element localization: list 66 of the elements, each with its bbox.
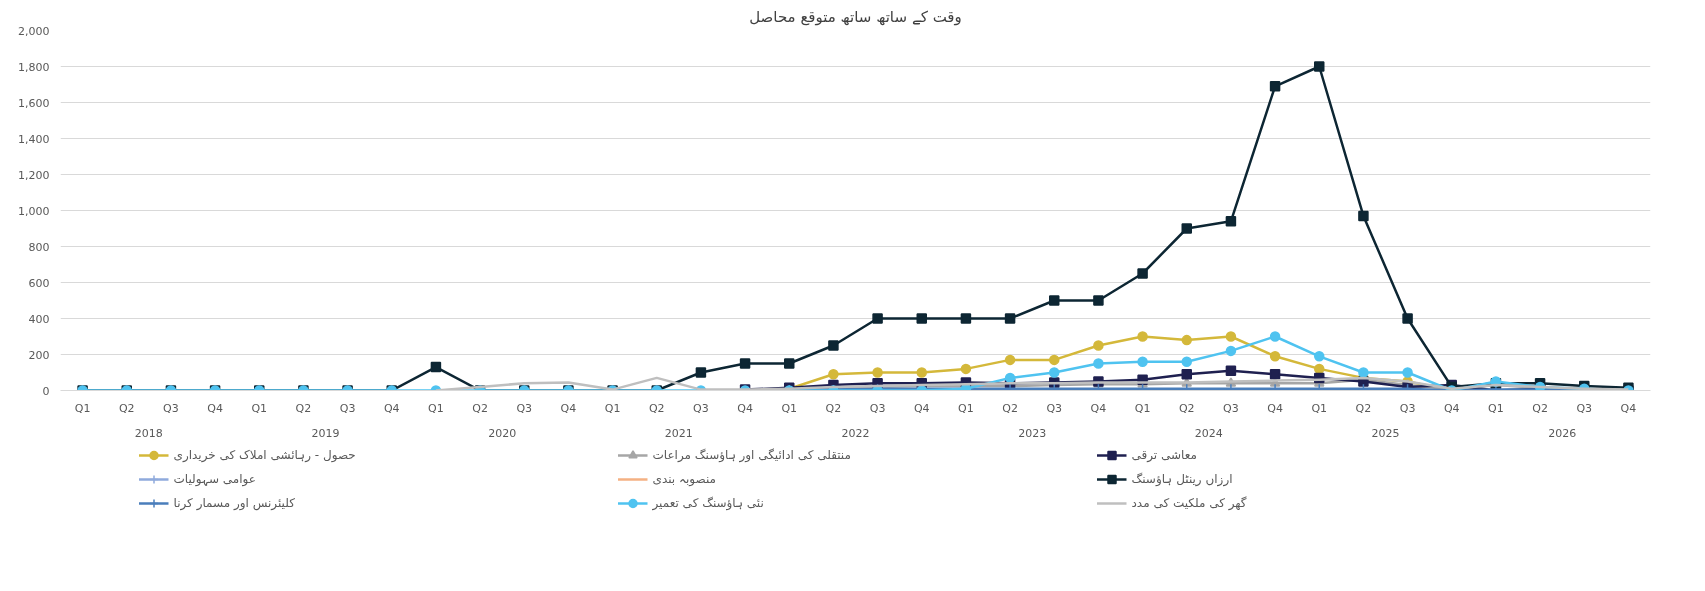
text: 2022 [841,426,870,440]
legend-label: نئی ہاؤسنگ کی تعمیر [652,496,765,510]
text: 2026 [1548,426,1577,440]
x-tick-label: Q2 [118,401,135,415]
x-tick-label: Q4 [207,401,223,415]
y-tick-label: 1,400 [18,132,50,146]
x-tick-label: Q4 [560,401,577,415]
x-tick-label: Q3 [339,401,356,415]
y-tick-label: 400 [28,312,50,326]
x-tick-label: Q1 [781,401,798,415]
y-tick-label: 600 [28,276,50,290]
x-tick-label: Q1 [74,401,91,415]
x-tick-label: Q1 [251,401,268,415]
x-tick-label: Q3 [693,401,709,415]
x-tick-label: Q1 [958,401,974,415]
x-tick-label: Q3 [1223,401,1239,415]
chart-title: وقت کے ساتھ ساتھ متوقع محاصل [749,7,962,26]
x-tick-label: Q4 [913,401,930,415]
y-tick-label: 2,000 [18,24,50,38]
x-tick-label: Q3 [1399,401,1416,415]
x-tick-label: Q4 [1620,401,1637,415]
x-tick-label: Q2 [825,401,842,415]
x-tick-label: Q4 [737,401,753,415]
legend-label: عوامی سہولیات [173,472,257,486]
x-tick-label: Q4 [383,401,400,415]
text: 2025 [1371,426,1400,440]
x-tick-label: Q2 [472,401,488,415]
y-tick-label: 1,000 [18,204,50,218]
x-tick-label: Q2 [648,401,665,415]
legend-label: منصوبہ بندی [652,472,717,486]
x-tick-label: Q3 [1576,401,1593,415]
legend-label: گھر کی ملکیت کی مدد [1131,496,1248,510]
x-tick-label: Q3 [1046,401,1063,415]
x-tick-label: Q2 [1002,401,1018,415]
x-tick-label: Q2 [1178,401,1195,415]
x-tick-label: Q3 [163,401,179,415]
text: 2024 [1194,426,1223,440]
x-tick-label: Q2 [1532,401,1548,415]
text: 2023 [1018,426,1047,440]
x-tick-label: Q1 [428,401,444,415]
legend-label: ارزاں رینٹل ہاؤسنگ [1131,472,1234,486]
text: 2021 [664,426,693,440]
x-tick-label: Q3 [869,401,886,415]
x-tick-label: Q1 [1488,401,1504,415]
y-tick-label: 200 [28,348,50,362]
x-tick-label: Q4 [1267,401,1283,415]
x-tick-label: Q2 [295,401,312,415]
y-tick-label: 1,800 [18,60,50,74]
x-tick-label: Q4 [1090,401,1107,415]
text: 2020 [488,426,517,440]
x-tick-label: Q1 [1311,401,1328,415]
legend-label: حصول - رہائشی املاک کی خریداری [173,448,357,462]
y-tick-label: 1,200 [18,168,50,182]
x-tick-label: Q1 [1134,401,1151,415]
x-tick-label: Q2 [1355,401,1372,415]
legend-label: منتقلی کی ادائیگی اور ہاؤسنگ مراعات [652,448,852,462]
x-tick-label: Q4 [1443,401,1460,415]
legend-label: کلیئرنس اور مسمار کرنا [173,496,296,510]
x-tick-label: Q3 [516,401,533,415]
y-tick-label: 800 [28,240,50,254]
legend-label: معاشی ترقی [1131,448,1198,462]
text: 2018 [134,426,163,440]
x-tick-label: Q1 [604,401,621,415]
y-tick-label: 1,600 [18,96,50,110]
y-tick-label: 0 [42,384,50,398]
text: 2019 [311,426,340,440]
